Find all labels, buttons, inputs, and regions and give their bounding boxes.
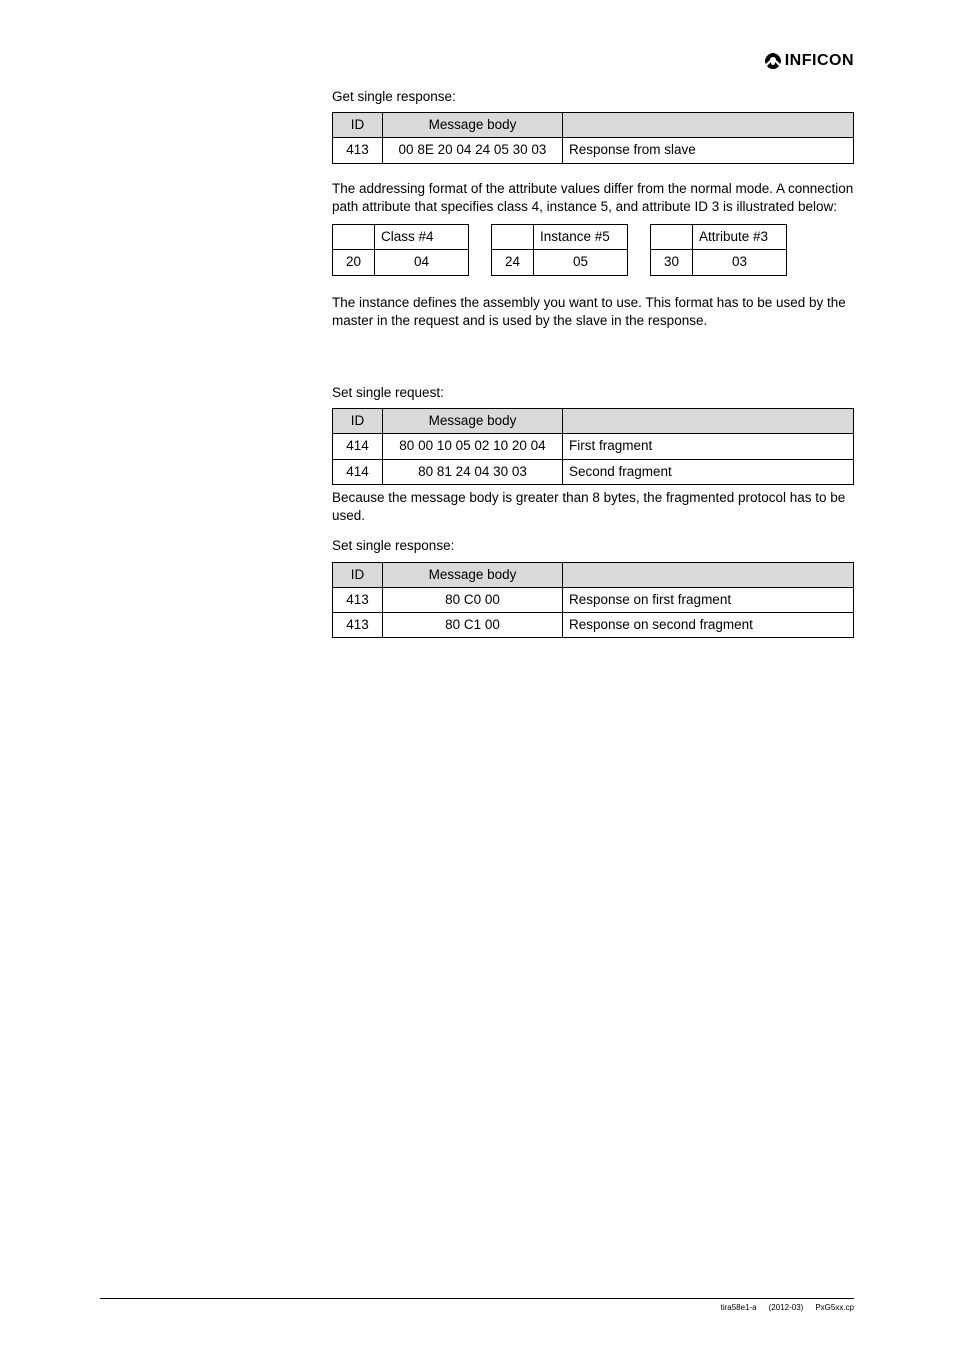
attribute-label: Attribute #3 xyxy=(693,225,787,250)
footer-b: (2012-03) xyxy=(769,1303,804,1312)
attribute-table: Attribute #3 30 03 xyxy=(650,224,787,275)
col-header-id: ID xyxy=(333,113,383,138)
table-row: 413 80 C1 00 Response on second fragment xyxy=(333,612,854,637)
cell-desc: Second fragment xyxy=(563,459,854,484)
instance-label: Instance #5 xyxy=(534,225,628,250)
col-header-body: Message body xyxy=(383,113,563,138)
instance-paragraph: The instance defines the assembly you wa… xyxy=(332,294,854,330)
col-header-desc xyxy=(563,562,854,587)
get-single-response-title: Get single response: xyxy=(332,88,854,106)
attribute-b1: 03 xyxy=(693,250,787,275)
set-single-request-table: ID Message body 414 80 00 10 05 02 10 20… xyxy=(332,408,854,485)
col-header-body: Message body xyxy=(383,409,563,434)
cell-desc: Response on second fragment xyxy=(563,612,854,637)
set-single-response-table: ID Message body 413 80 C0 00 Response on… xyxy=(332,562,854,639)
col-header-desc xyxy=(563,113,854,138)
instance-blank xyxy=(492,225,534,250)
instance-b1: 05 xyxy=(534,250,628,275)
cell-id: 413 xyxy=(333,612,383,637)
brand-logo: INFICON xyxy=(764,52,854,70)
addressing-paragraph: The addressing format of the attribute v… xyxy=(332,180,854,216)
class-b0: 20 xyxy=(333,250,375,275)
cell-desc: Response on first fragment xyxy=(563,587,854,612)
cell-id: 413 xyxy=(333,587,383,612)
set-single-request-title: Set single request: xyxy=(332,384,854,402)
fragment-note: Because the message body is greater than… xyxy=(332,489,854,525)
instance-b0: 24 xyxy=(492,250,534,275)
table-row: 413 80 C0 00 Response on first fragment xyxy=(333,587,854,612)
class-b1: 04 xyxy=(375,250,469,275)
header-logo-row: INFICON xyxy=(100,52,854,70)
get-single-response-table: ID Message body 413 00 8E 20 04 24 05 30… xyxy=(332,112,854,163)
cell-body: 80 C1 00 xyxy=(383,612,563,637)
col-header-id: ID xyxy=(333,409,383,434)
set-single-response-title: Set single response: xyxy=(332,537,854,555)
cell-desc: Response from slave xyxy=(563,138,854,163)
table-row: 414 80 81 24 04 30 03 Second fragment xyxy=(333,459,854,484)
cell-body: 80 81 24 04 30 03 xyxy=(383,459,563,484)
table-header-row: ID Message body xyxy=(333,409,854,434)
col-header-id: ID xyxy=(333,562,383,587)
cell-body: 80 C0 00 xyxy=(383,587,563,612)
main-content: Get single response: ID Message body 413… xyxy=(332,88,854,638)
table-row: 414 80 00 10 05 02 10 20 04 First fragme… xyxy=(333,434,854,459)
page-footer: tira58e1-a (2012-03) PxG5xx.cp xyxy=(100,1298,854,1312)
col-header-desc xyxy=(563,409,854,434)
footer-c: PxG5xx.cp xyxy=(815,1303,854,1312)
cell-id: 413 xyxy=(333,138,383,163)
cell-body: 80 00 10 05 02 10 20 04 xyxy=(383,434,563,459)
instance-table: Instance #5 24 05 xyxy=(491,224,628,275)
cell-body: 00 8E 20 04 24 05 30 03 xyxy=(383,138,563,163)
attribute-b0: 30 xyxy=(651,250,693,275)
class-table: Class #4 20 04 xyxy=(332,224,469,275)
cell-desc: First fragment xyxy=(563,434,854,459)
brand-icon xyxy=(764,52,782,70)
brand-name: INFICON xyxy=(785,52,854,70)
table-header-row: ID Message body xyxy=(333,113,854,138)
footer-a: tira58e1-a xyxy=(721,1303,757,1312)
col-header-body: Message body xyxy=(383,562,563,587)
class-blank xyxy=(333,225,375,250)
cell-id: 414 xyxy=(333,459,383,484)
cell-id: 414 xyxy=(333,434,383,459)
table-row: 413 00 8E 20 04 24 05 30 03 Response fro… xyxy=(333,138,854,163)
addressing-triple: Class #4 20 04 Instance #5 24 05 xyxy=(332,224,854,275)
attribute-blank xyxy=(651,225,693,250)
class-label: Class #4 xyxy=(375,225,469,250)
table-header-row: ID Message body xyxy=(333,562,854,587)
